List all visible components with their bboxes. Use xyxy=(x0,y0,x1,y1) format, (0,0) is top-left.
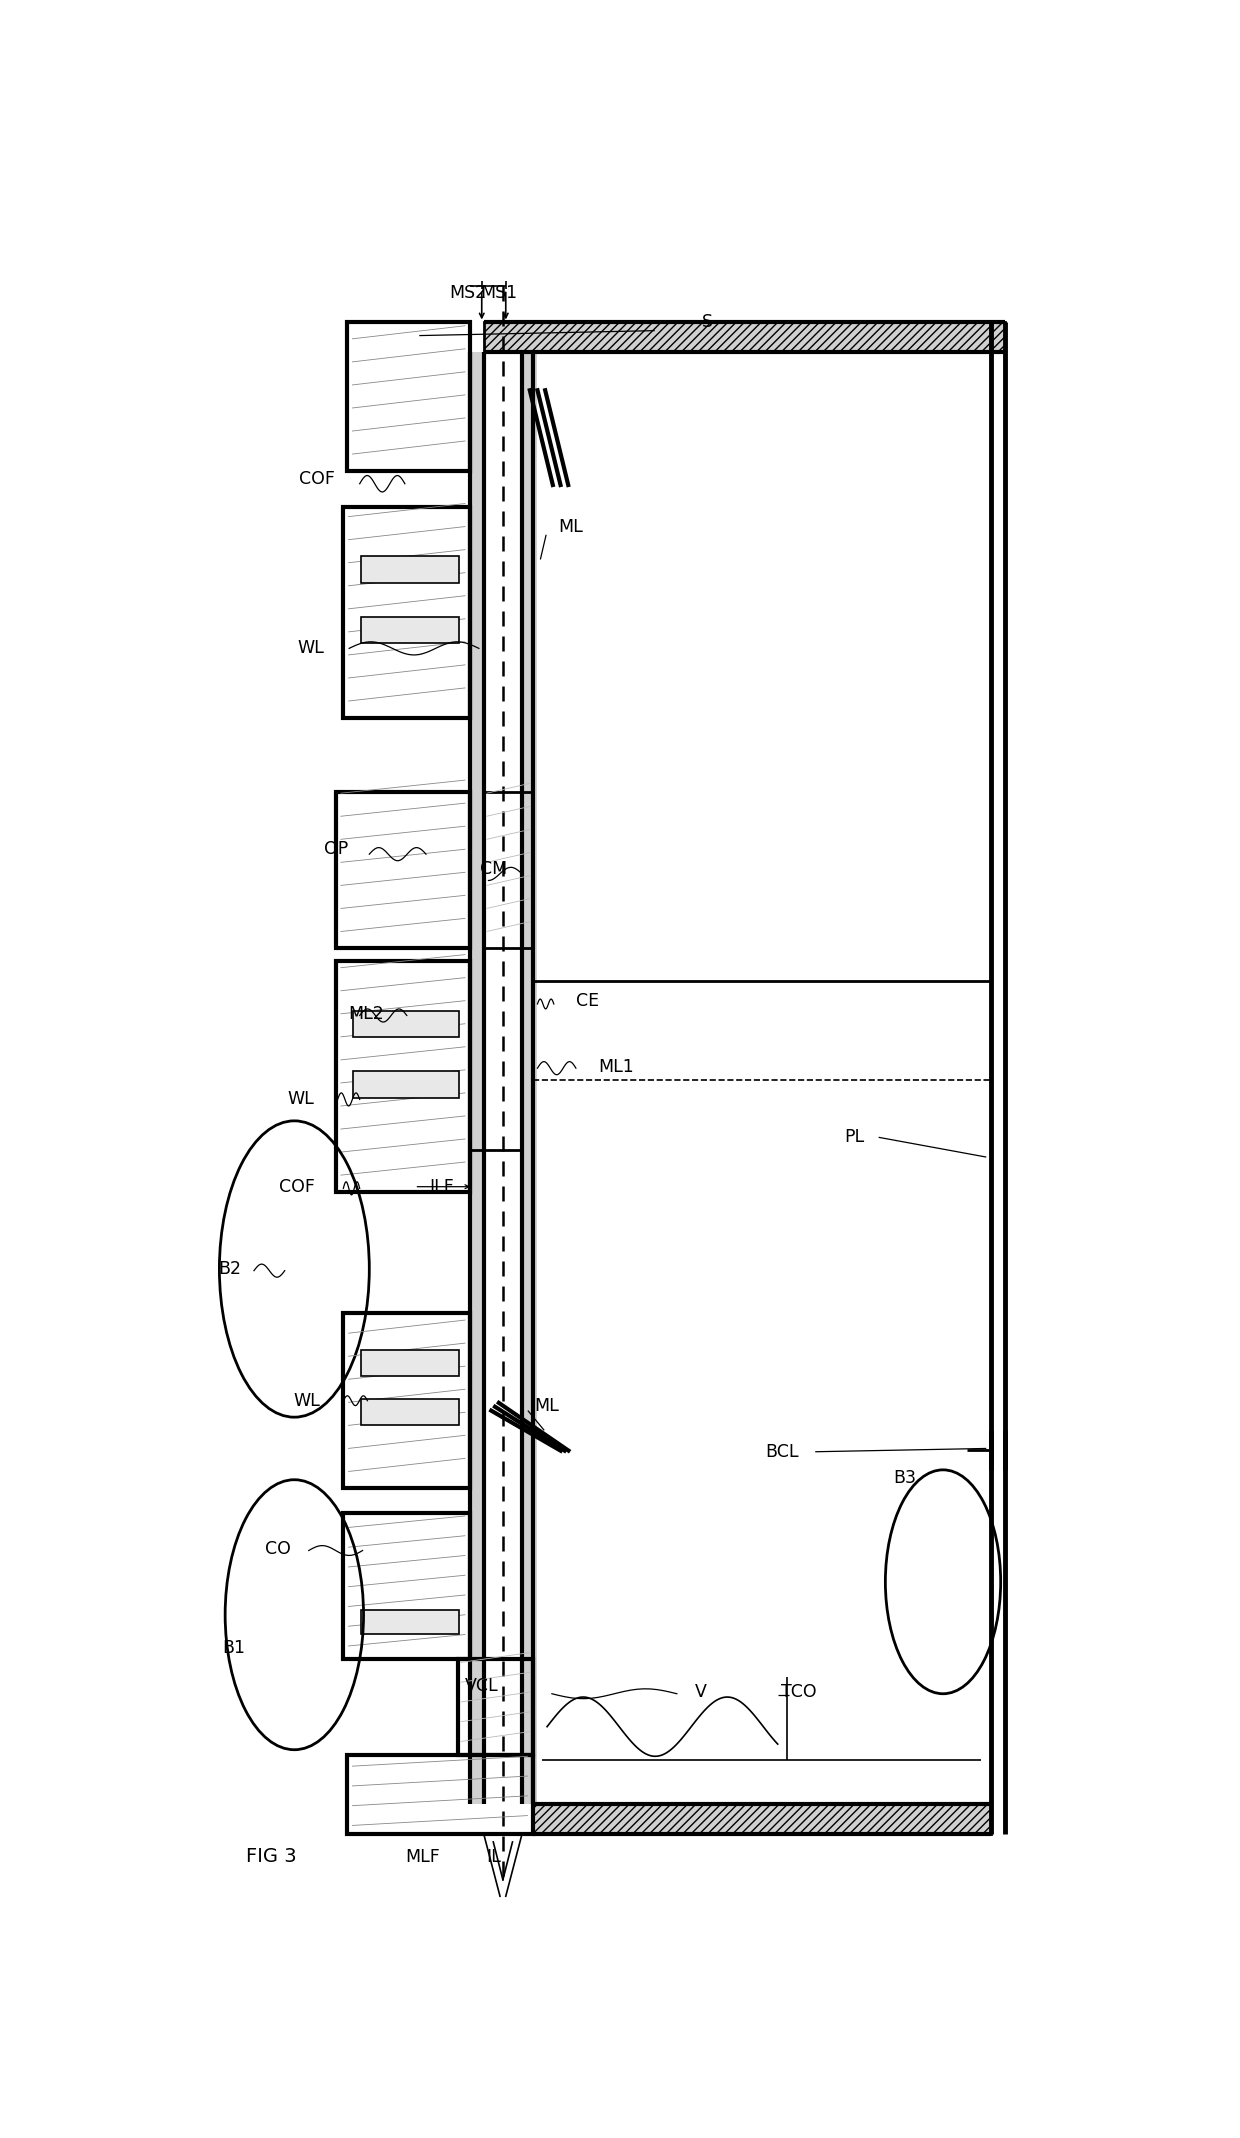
Bar xyxy=(484,791,533,947)
Text: ML1: ML1 xyxy=(599,1058,634,1075)
Text: MLF: MLF xyxy=(404,1847,439,1866)
Bar xyxy=(522,353,537,1804)
Bar xyxy=(533,1804,991,1834)
Text: MS1: MS1 xyxy=(480,284,517,301)
Text: B2: B2 xyxy=(218,1259,242,1279)
Text: CE: CE xyxy=(575,992,599,1009)
Bar xyxy=(343,1313,470,1488)
Text: CM: CM xyxy=(480,859,507,879)
Text: COF: COF xyxy=(279,1178,315,1195)
Bar xyxy=(458,1659,533,1755)
Text: WL: WL xyxy=(298,639,324,656)
Bar xyxy=(343,507,470,718)
Text: ML: ML xyxy=(534,1396,559,1415)
Text: WL: WL xyxy=(288,1090,315,1107)
Bar xyxy=(347,1755,533,1834)
Text: PL: PL xyxy=(844,1129,864,1146)
Text: S: S xyxy=(702,314,713,331)
Bar xyxy=(361,1610,459,1633)
Bar xyxy=(361,1398,459,1426)
Bar xyxy=(470,353,486,1804)
Text: B3: B3 xyxy=(893,1469,916,1488)
Text: COF: COF xyxy=(299,470,335,487)
Text: ILF: ILF xyxy=(429,1178,454,1195)
Bar xyxy=(353,1071,459,1097)
Text: V: V xyxy=(694,1683,707,1702)
Text: ML: ML xyxy=(558,517,583,534)
Text: B1: B1 xyxy=(222,1638,246,1657)
Bar xyxy=(336,962,470,1191)
Bar xyxy=(361,1349,459,1377)
Text: BCL: BCL xyxy=(765,1443,799,1460)
Bar xyxy=(361,618,459,644)
Bar xyxy=(347,323,470,470)
Bar xyxy=(336,791,470,947)
Text: VCL: VCL xyxy=(465,1676,498,1695)
Bar xyxy=(361,556,459,582)
Text: IL: IL xyxy=(486,1847,501,1866)
Bar xyxy=(484,323,1006,353)
Text: OP: OP xyxy=(324,840,347,857)
Text: TCO: TCO xyxy=(781,1683,817,1702)
Bar xyxy=(353,1011,459,1037)
Text: ML2: ML2 xyxy=(348,1005,384,1022)
Bar xyxy=(343,1514,470,1659)
Text: CO: CO xyxy=(265,1539,291,1559)
Text: WL: WL xyxy=(294,1392,320,1409)
Text: FIG 3: FIG 3 xyxy=(247,1847,296,1866)
Text: MS2: MS2 xyxy=(449,284,486,301)
